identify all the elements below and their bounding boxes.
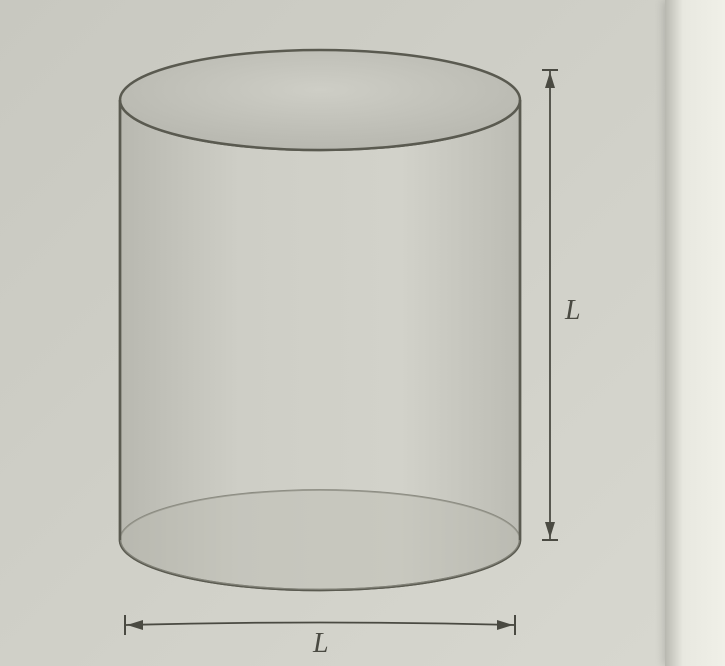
height-label: L: [565, 295, 581, 327]
page-edge-shadow: [665, 0, 725, 666]
cylinder-bottom-fill: [120, 490, 520, 590]
cylinder-svg: [60, 20, 620, 660]
diameter-label: L: [313, 628, 329, 660]
cylinder-top: [120, 50, 520, 150]
cylinder-diagram: L L: [60, 20, 620, 660]
height-dimension: [542, 70, 558, 540]
